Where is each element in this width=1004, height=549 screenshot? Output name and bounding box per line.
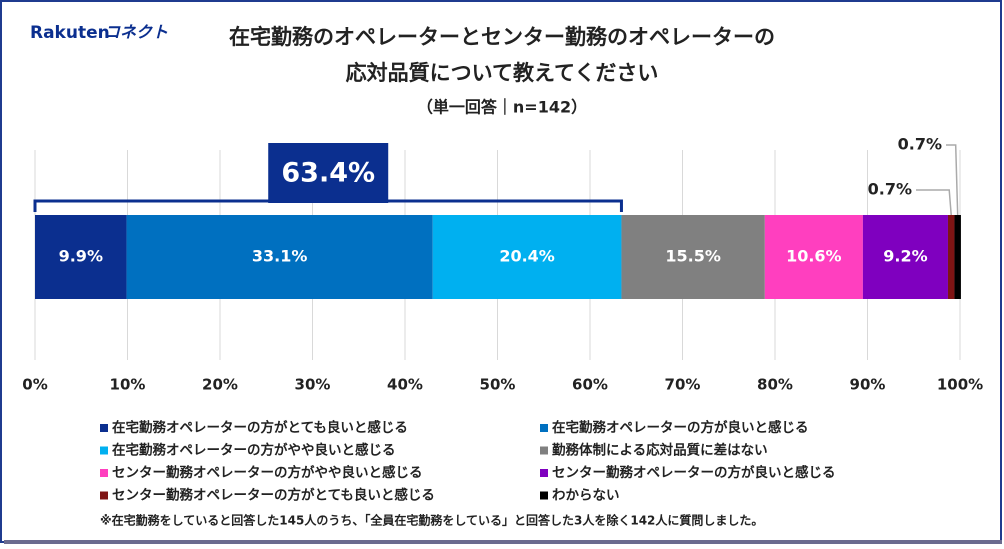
- legend-swatch: [100, 469, 108, 477]
- legend-label: センター勤務オペレーターの方がとても良いと感じる: [112, 487, 435, 504]
- x-tick-label: 40%: [387, 376, 423, 394]
- x-tick-label: 30%: [295, 376, 331, 394]
- bar-segment: [126, 215, 433, 299]
- x-tick-label: 20%: [202, 376, 238, 394]
- x-tick-label: 10%: [110, 376, 146, 394]
- chart-title: 応対品質について教えてください: [346, 61, 659, 85]
- legend-label: 在宅勤務オペレーターの方がとても良いと感じる: [112, 419, 408, 436]
- leader-line: [946, 144, 959, 216]
- frame-shadow: [4, 540, 1002, 544]
- bar-segment: [764, 215, 863, 299]
- footnote: ※在宅勤務をしていると回答した145人のうち、「全員在宅勤務をしている」と回答し…: [100, 513, 763, 528]
- value-label: 0.7%: [898, 135, 942, 154]
- logo-brand: Rakuten: [30, 23, 110, 43]
- x-tick-label: 0%: [22, 376, 47, 394]
- logo-product: コネクト: [104, 23, 168, 42]
- legend-swatch: [100, 424, 108, 432]
- value-label: 20.4%: [499, 247, 555, 266]
- x-tick-label: 70%: [665, 376, 701, 394]
- annotation-box: [268, 143, 389, 203]
- legend-swatch: [100, 491, 108, 500]
- leader-line: [916, 189, 952, 216]
- bar-segment: [954, 215, 961, 299]
- bar-segment: [621, 215, 765, 299]
- value-label: 15.5%: [665, 247, 721, 266]
- legend-label: 在宅勤務オペレーターの方が良いと感じる: [552, 419, 809, 436]
- x-tick-label: 100%: [937, 376, 983, 394]
- bar-segment: [947, 215, 955, 299]
- x-tick-label: 90%: [850, 376, 886, 394]
- chart-title: 在宅勤務のオペレーターとセンター勤務のオペレーターの: [229, 25, 775, 49]
- bar-segment: [862, 215, 948, 299]
- value-label: 0.7%: [868, 180, 912, 199]
- chart-subtitle: （単一回答｜n=142）: [417, 98, 587, 117]
- legend-swatch: [540, 446, 548, 455]
- x-tick-label: 60%: [572, 376, 608, 394]
- value-label: 33.1%: [252, 247, 308, 266]
- legend-swatch: [100, 446, 108, 455]
- x-tick-label: 80%: [757, 376, 793, 394]
- bar-segment: [35, 215, 127, 299]
- x-tick-label: 50%: [480, 376, 516, 394]
- legend-label: 在宅勤務オペレーターの方がやや良いと感じる: [112, 442, 396, 459]
- legend-swatch: [540, 469, 548, 477]
- bar-segment: [432, 215, 622, 299]
- legend-label: センター勤務オペレーターの方がやや良いと感じる: [112, 464, 423, 481]
- value-label: 10.6%: [786, 247, 842, 266]
- legend-label: センター勤務オペレーターの方が良いと感じる: [552, 464, 836, 481]
- legend-swatch: [540, 491, 548, 500]
- value-label: 9.9%: [59, 247, 103, 266]
- value-label: 9.2%: [883, 247, 927, 266]
- legend-label: 勤務体制による応対品質に差はない: [552, 442, 768, 459]
- legend-swatch: [540, 424, 548, 432]
- legend-label: わからない: [552, 488, 620, 504]
- annotation-label: 63.4%: [281, 158, 375, 189]
